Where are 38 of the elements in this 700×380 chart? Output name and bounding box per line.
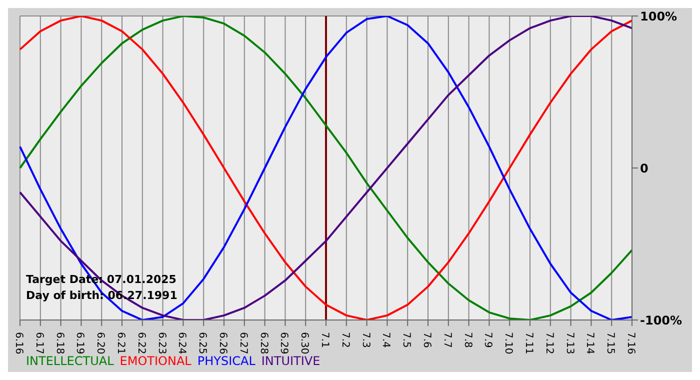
x-tick-label: 7.14 xyxy=(584,332,596,354)
x-tick-label: 6.23 xyxy=(156,332,167,354)
x-tick-label: 6.29 xyxy=(278,332,290,354)
x-tick-label: 6.30 xyxy=(298,332,310,354)
y-tick-label: 0 xyxy=(640,161,648,176)
x-tick-label: 6.26 xyxy=(217,332,228,354)
x-tick-label: 7.7 xyxy=(441,332,452,348)
x-tick-label: 7.16 xyxy=(625,332,636,354)
text: INTELLECTUAL xyxy=(26,354,114,368)
x-tick-label: 6.17 xyxy=(33,332,44,354)
text: INTUITIVE xyxy=(261,354,320,368)
x-tick-label: 6.20 xyxy=(94,332,106,354)
x-tick-label: 6.27 xyxy=(237,332,248,354)
text: PHYSICAL xyxy=(197,354,256,368)
x-tick-label: 7.1 xyxy=(319,332,330,348)
x-tick-label: 7.10 xyxy=(502,332,514,354)
x-tick-label: 6.19 xyxy=(74,332,86,354)
x-tick-label: 7.9 xyxy=(482,332,494,348)
x-tick-label: 6.21 xyxy=(115,332,126,354)
y-tick-label: -100% xyxy=(640,313,682,328)
x-tick-label: 6.25 xyxy=(196,332,208,354)
x-tick-label: 6.22 xyxy=(135,332,146,354)
x-tick-label: 7.13 xyxy=(564,332,575,354)
x-tick-label: 7.15 xyxy=(604,332,616,354)
x-tick-label: 7.4 xyxy=(380,332,392,348)
x-tick-label: 6.18 xyxy=(54,332,65,354)
text: EMOTIONAL xyxy=(120,354,192,368)
x-tick-label: 6.24 xyxy=(176,332,188,354)
x-tick-label: 7.6 xyxy=(421,332,432,348)
x-tick-label: 7.3 xyxy=(360,332,371,348)
x-tick-label: 6.28 xyxy=(258,332,269,354)
x-tick-label: 7.2 xyxy=(339,332,350,348)
x-tick-label: 7.11 xyxy=(523,332,534,354)
x-tick-label: 7.5 xyxy=(400,332,412,348)
x-tick-label: 6.16 xyxy=(13,332,24,354)
x-tick-label: 7.12 xyxy=(543,332,554,354)
x-tick-label: 7.8 xyxy=(462,332,473,348)
y-tick-label: 100% xyxy=(640,9,678,24)
